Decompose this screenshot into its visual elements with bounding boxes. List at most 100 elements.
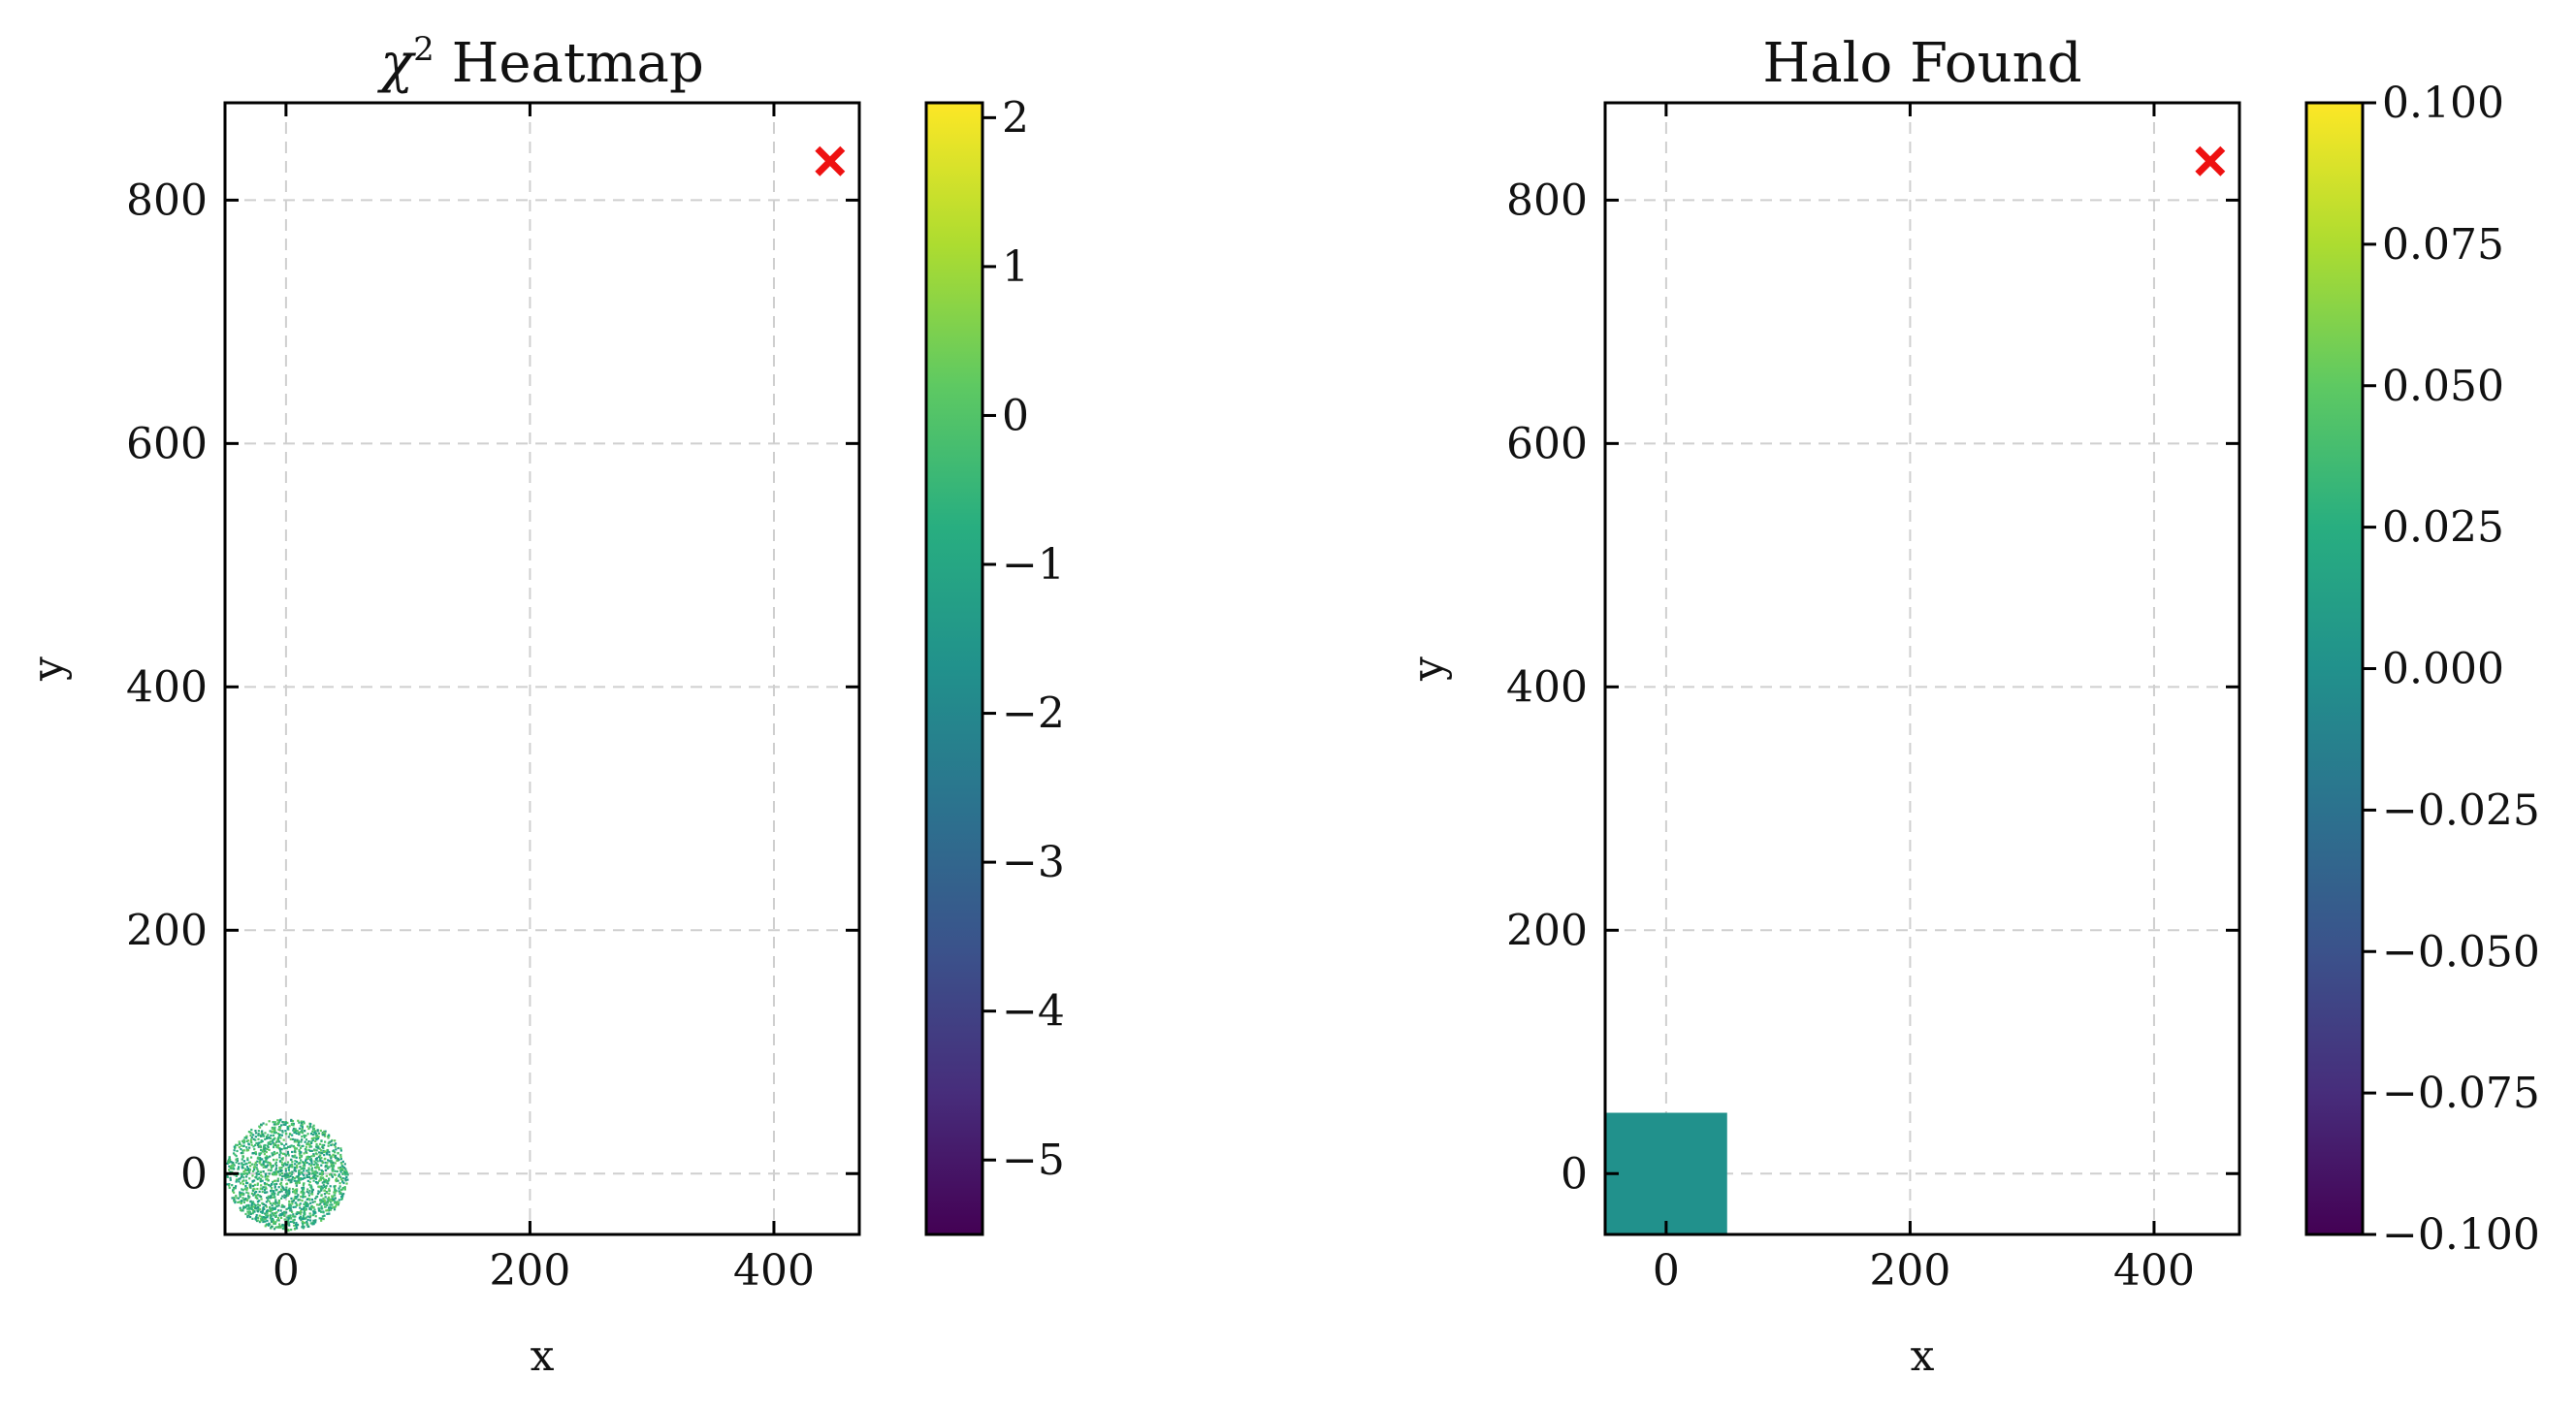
heatmap-pixel xyxy=(239,1206,242,1209)
heatmap-pixel xyxy=(324,1169,327,1172)
heatmap-pixel xyxy=(305,1138,308,1141)
heatmap-pixel xyxy=(297,1119,300,1122)
heatmap-pixel xyxy=(293,1224,296,1227)
heatmap-pixel xyxy=(294,1201,297,1204)
heatmap-pixel xyxy=(251,1152,254,1155)
heatmap-pixel xyxy=(330,1173,333,1176)
heatmap-pixel xyxy=(260,1198,263,1201)
heatmap-pixel xyxy=(253,1169,256,1171)
heatmap-pixel xyxy=(233,1149,236,1152)
heatmap-pixel xyxy=(312,1219,315,1222)
heatmap-pixel xyxy=(284,1168,287,1170)
heatmap-pixel xyxy=(323,1180,326,1183)
colorbar-tick-label: −4 xyxy=(1002,987,1065,1037)
heatmap-pixel xyxy=(314,1215,317,1218)
heatmap-pixel xyxy=(338,1169,341,1171)
heatmap-pixel xyxy=(302,1186,306,1189)
heatmap-pixel xyxy=(266,1177,269,1181)
heatmap-pixel xyxy=(315,1146,318,1149)
heatmap-pixel xyxy=(298,1169,301,1173)
heatmap-pixel xyxy=(279,1142,283,1145)
heatmap-pixel xyxy=(276,1179,279,1182)
heatmap-pixel xyxy=(277,1199,281,1202)
heatmap-pixel xyxy=(307,1142,310,1146)
heatmap-pixel xyxy=(271,1203,274,1206)
heatmap-pixel xyxy=(232,1166,235,1169)
heatmap-pixel xyxy=(274,1192,276,1195)
heatmap-pixel xyxy=(331,1174,334,1177)
heatmap-pixel xyxy=(274,1207,276,1210)
heatmap-pixel xyxy=(326,1198,329,1201)
heatmap-pixel xyxy=(256,1168,259,1171)
heatmap-pixel xyxy=(270,1213,273,1216)
heatmap-pixel xyxy=(226,1162,229,1166)
heatmap-pixel xyxy=(346,1178,349,1181)
heatmap-pixel xyxy=(341,1177,344,1180)
heatmap-pixel xyxy=(307,1175,310,1179)
heatmap-pixel xyxy=(310,1137,313,1140)
heatmap-pixel xyxy=(285,1207,288,1210)
heatmap-pixel xyxy=(272,1141,274,1144)
heatmap-pixel xyxy=(293,1189,296,1192)
heatmap-pixel xyxy=(253,1179,256,1182)
heatmap-pixel xyxy=(338,1187,340,1190)
heatmap-pixel xyxy=(324,1161,327,1165)
heatmap-pixel xyxy=(266,1191,269,1194)
heatmap-pixel xyxy=(279,1188,283,1191)
heatmap-pixel xyxy=(340,1164,343,1168)
heatmap-pixel xyxy=(330,1160,333,1163)
heatmap-pixel xyxy=(339,1149,342,1152)
heatmap-pixel xyxy=(286,1175,289,1179)
heatmap-pixel xyxy=(240,1151,242,1155)
colorbar-tick-label: −2 xyxy=(1002,689,1065,739)
heatmap-pixel xyxy=(323,1143,326,1147)
heatmap-pixel xyxy=(306,1156,308,1159)
heatmap-pixel xyxy=(283,1163,286,1166)
heatmap-pixel xyxy=(247,1192,250,1195)
heatmap-pixel xyxy=(267,1145,270,1149)
heatmap-pixel xyxy=(304,1140,306,1143)
heatmap-pixel xyxy=(338,1174,340,1177)
heatmap-pixel xyxy=(291,1210,294,1213)
heatmap-pixel xyxy=(257,1156,260,1159)
heatmap-pixel xyxy=(281,1195,284,1198)
heatmap-pixel xyxy=(256,1177,259,1181)
heatmap-pixel xyxy=(269,1140,273,1143)
heatmap-pixel xyxy=(269,1155,272,1158)
heatmap-pixel xyxy=(245,1146,248,1149)
heatmap-pixel xyxy=(301,1144,304,1148)
heatmap-pixel xyxy=(302,1196,305,1199)
heatmap-pixel xyxy=(298,1181,301,1184)
heatmap-pixel xyxy=(228,1156,231,1159)
heatmap-pixel xyxy=(258,1144,262,1147)
heatmap-pixel xyxy=(325,1180,328,1183)
heatmap-pixel xyxy=(320,1173,323,1176)
heatmap-pixel xyxy=(316,1137,320,1140)
heatmap-pixel xyxy=(264,1216,267,1219)
heatmap-pixel xyxy=(322,1184,325,1187)
heatmap-pixel xyxy=(287,1189,290,1192)
heatmap-pixel xyxy=(256,1187,259,1191)
heatmap-pixel xyxy=(304,1195,306,1199)
heatmap-pixel xyxy=(258,1214,261,1217)
heatmap-pixel xyxy=(278,1160,281,1163)
heatmap-pixel xyxy=(270,1186,274,1190)
chi2-heatmap-panel: 0 200 400 0 200 400 600 800 χ2 Heatmap x y 2 1 0 −… xyxy=(23,30,1065,1381)
heatmap-pixel xyxy=(281,1225,284,1228)
heatmap-pixel xyxy=(253,1183,256,1186)
heatmap-pixel xyxy=(298,1203,301,1206)
heatmap-pixel xyxy=(246,1157,249,1160)
heatmap-pixel xyxy=(316,1192,320,1196)
heatmap-pixel xyxy=(313,1131,316,1134)
heatmap-pixel xyxy=(284,1122,287,1125)
heatmap-pixel xyxy=(314,1171,317,1174)
heatmap-pixel xyxy=(332,1198,335,1201)
heatmap-pixel xyxy=(298,1148,301,1152)
heatmap-pixel xyxy=(335,1178,338,1181)
heatmap-pixel xyxy=(275,1204,278,1207)
heatmap-pixel xyxy=(306,1204,309,1207)
heatmap-pixel xyxy=(319,1129,322,1133)
heatmap-pixel xyxy=(273,1190,275,1194)
heatmap-pixel xyxy=(301,1138,304,1141)
heatmap-pixel xyxy=(249,1186,252,1189)
